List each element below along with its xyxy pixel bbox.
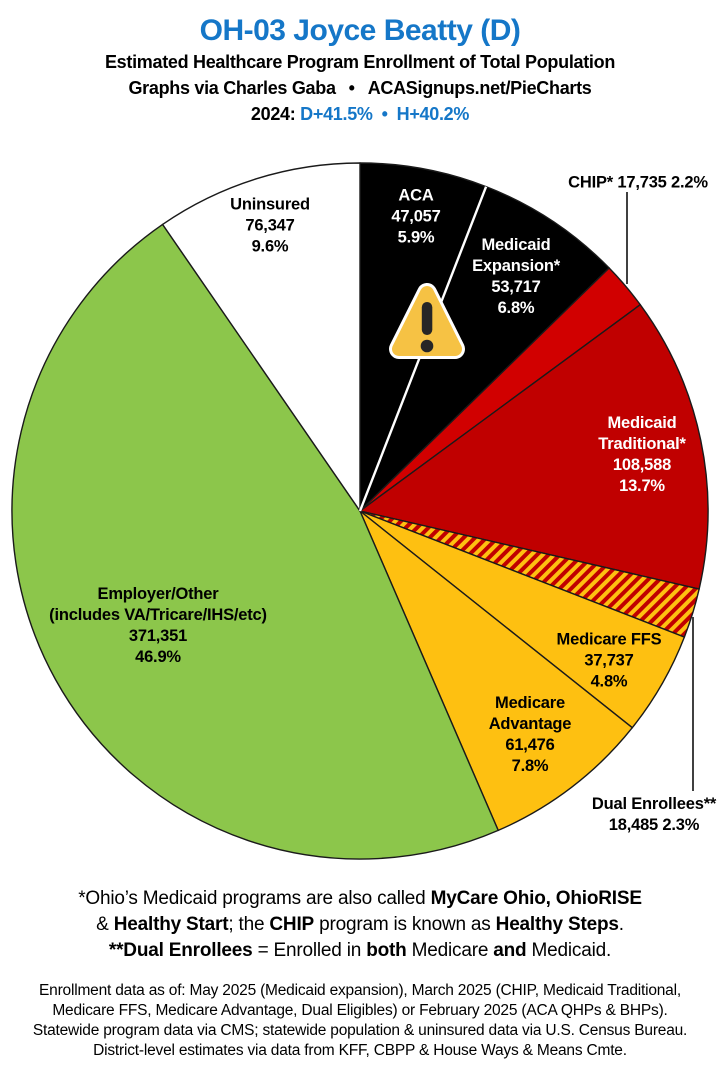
pie-slice-medicaid-expansion — [359, 185, 610, 512]
data-sources-note: Enrollment data as of: May 2025 (Medicai… — [0, 981, 720, 1061]
bullet-separator: • — [348, 78, 355, 98]
pie-slice-employer-other — [11, 223, 499, 860]
pie-slice-uninsured — [161, 162, 361, 512]
subtitle: Estimated Healthcare Program Enrollment … — [104, 52, 616, 72]
source-line: Enrollment data as of: May 2025 (Medicai… — [39, 982, 681, 999]
header: OH-03 Joyce Beatty (D) Estimated Healthc… — [0, 0, 720, 127]
presidential-margin: D+41.5% — [300, 104, 373, 124]
credit-site: ACASignups.net/PieCharts — [367, 78, 592, 98]
house-margin: H+40.2% — [396, 104, 470, 124]
page-title: OH-03 Joyce Beatty (D) — [199, 14, 521, 47]
credit-line: Graphs via Charles Gaba • ACASignups.net/P… — [0, 75, 720, 101]
bullet-separator: • — [381, 104, 388, 124]
pie-slice-medicare-advantage — [359, 510, 633, 832]
pie-chart — [11, 162, 709, 860]
year-label: 2024: — [250, 104, 296, 124]
source-line: Medicare FFS, Medicare Advantage, Dual E… — [52, 1002, 668, 1019]
footnote-line: **Dual Enrollees = Enrolled in both Medi… — [108, 940, 612, 961]
pie-slice-medicaid-traditional — [359, 303, 709, 590]
source-line: District-level estimates via data from K… — [93, 1042, 627, 1059]
credit-author: Graphs via Charles Gaba — [128, 78, 336, 98]
footnote-line: *Ohio’s Medicaid programs are also calle… — [78, 888, 642, 909]
partisan-lean-line: 2024: D+41.5% • H+40.2% — [0, 101, 720, 127]
footnotes: *Ohio’s Medicaid programs are also calle… — [0, 886, 720, 964]
footnote-line: & Healthy Start; the CHIP program is kno… — [96, 914, 624, 935]
warning-icon — [389, 283, 465, 359]
source-line: Statewide program data via CMS; statewid… — [32, 1022, 688, 1039]
